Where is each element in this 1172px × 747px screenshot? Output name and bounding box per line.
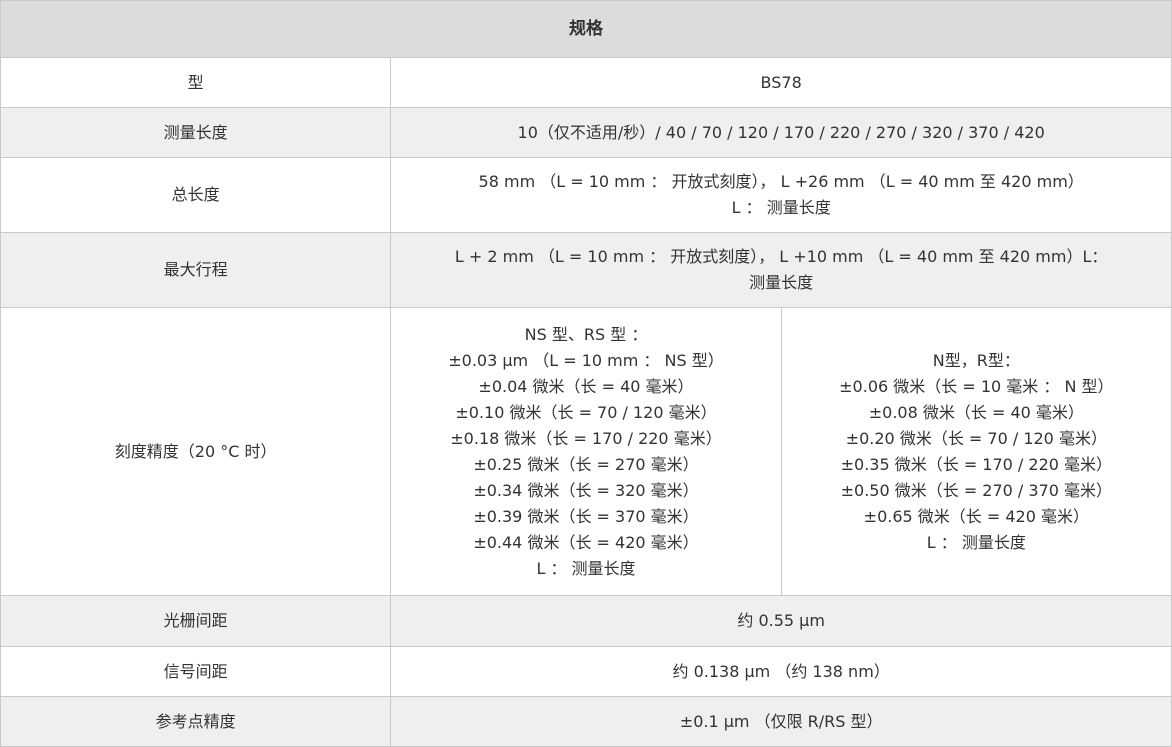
accuracy-line: ±0.35 微米（长 = 170 / 220 毫米）	[840, 454, 1113, 474]
accuracy-line: ±0.06 微米（长 = 10 毫米 ： N 型）	[839, 376, 1114, 396]
accuracy-line: N型，R型：	[932, 350, 1020, 370]
row-value-signal-pitch: 约 0.138 µm （约 138 nm）	[390, 646, 1172, 697]
accuracy-line: NS 型、RS 型 ：	[524, 324, 648, 344]
accuracy-line: ±0.18 微米（长 = 170 / 220 毫米）	[450, 428, 722, 448]
row-label-signal-pitch: 信号间距	[0, 646, 392, 697]
accuracy-line: ±0.65 微米（长 = 420 毫米）	[863, 506, 1089, 526]
row-value-measuring-length: 10（仅不适用/秒）/ 40 / 70 / 120 / 170 / 220 / …	[390, 107, 1172, 158]
accuracy-line: ±0.10 微米（长 = 70 / 120 毫米）	[455, 402, 717, 422]
row-label-measuring-length: 测量长度	[0, 107, 392, 158]
accuracy-line: ±0.34 微米（长 = 320 毫米）	[473, 480, 699, 500]
value-line: L + 2 mm （L = 10 mm ： 开放式刻度）， L +10 mm （…	[454, 247, 1108, 266]
row-value-reference-accuracy: ±0.1 µm （仅限 R/RS 型）	[390, 696, 1172, 747]
accuracy-n-r: N型，R型： ±0.06 微米（长 = 10 毫米 ： N 型） ±0.08 微米（…	[780, 307, 1172, 596]
row-value-grating-pitch: 约 0.55 µm	[390, 595, 1172, 647]
row-value-type: BS78	[390, 57, 1172, 108]
table-title: 规格	[0, 0, 1172, 58]
value-line: 测量长度	[749, 273, 814, 292]
accuracy-ns-rs: NS 型、RS 型 ： ±0.03 µm （L = 10 mm ： NS 型） ±0…	[390, 307, 782, 596]
row-value-max-travel: L + 2 mm （L = 10 mm ： 开放式刻度）， L +10 mm （…	[390, 232, 1172, 308]
accuracy-line: ±0.04 微米（长 = 40 毫米）	[478, 376, 694, 396]
row-label-overall-length: 总长度	[0, 157, 392, 233]
accuracy-line: ±0.39 微米（长 = 370 毫米）	[473, 506, 699, 526]
accuracy-line: ±0.20 微米（长 = 70 / 120 毫米）	[845, 428, 1107, 448]
row-label-max-travel: 最大行程	[0, 232, 392, 308]
row-value-overall-length: 58 mm （L = 10 mm ： 开放式刻度）， L +26 mm （L =…	[390, 157, 1172, 233]
accuracy-line: ±0.50 微米（长 = 270 / 370 毫米）	[840, 480, 1113, 500]
accuracy-line: ±0.25 微米（长 = 270 毫米）	[473, 454, 699, 474]
value-line: L ： 测量长度	[731, 198, 831, 217]
value-line: 58 mm （L = 10 mm ： 开放式刻度）， L +26 mm （L =…	[478, 172, 1084, 191]
row-label-grating-pitch: 光栅间距	[0, 595, 392, 647]
row-label-type: 型	[0, 57, 392, 108]
accuracy-line: ±0.44 微米（长 = 420 毫米）	[473, 532, 699, 552]
accuracy-line: ±0.08 微米（长 = 40 毫米）	[868, 402, 1084, 422]
row-label-reference-accuracy: 参考点精度	[0, 696, 392, 747]
accuracy-line: L ： 测量长度	[926, 532, 1026, 552]
accuracy-line: L ： 测量长度	[536, 558, 636, 578]
accuracy-line: ±0.03 µm （L = 10 mm ： NS 型）	[448, 350, 724, 370]
row-label-accuracy: 刻度精度（20 °C 时）	[0, 307, 392, 596]
